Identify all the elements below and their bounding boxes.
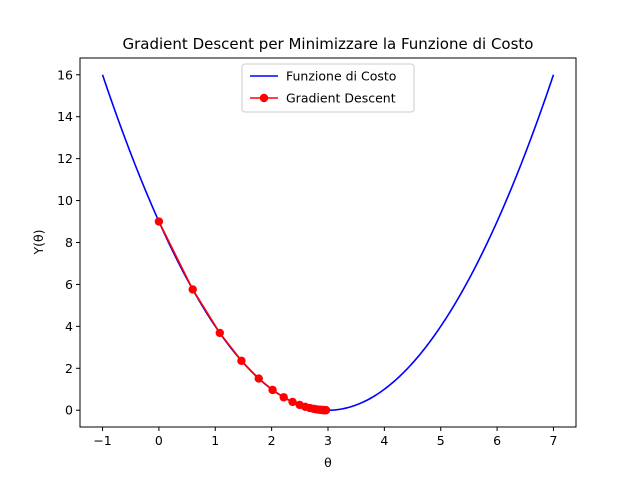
x-tick-label: 6 <box>493 433 501 448</box>
gradient-descent-point <box>237 356 246 365</box>
gradient-descent-point <box>154 217 164 226</box>
gradient-descent-point <box>188 285 197 294</box>
gradient-descent-point <box>215 328 224 338</box>
plot-frame <box>79 57 577 428</box>
y-tick-label: 14 <box>57 109 73 124</box>
legend-label: Gradient Descent <box>286 91 396 106</box>
x-tick-label: 0 <box>155 433 163 448</box>
y-axis-label: Y(θ) <box>31 229 46 255</box>
legend-box <box>241 63 415 113</box>
y-tick-label: 12 <box>57 151 73 166</box>
y-tick-label: 0 <box>65 403 73 418</box>
x-tick-label: 5 <box>437 433 445 448</box>
legend-marker <box>259 93 269 103</box>
gradient-descent-point <box>321 406 331 415</box>
x-tick-label: 4 <box>380 433 388 448</box>
gradient-descent-point <box>288 397 297 407</box>
y-tick-label: 10 <box>57 193 73 208</box>
gradient-descent-point <box>254 374 263 383</box>
x-tick-label: 2 <box>268 433 276 448</box>
x-tick-label: 1 <box>211 433 219 448</box>
y-tick-label: 16 <box>57 67 73 82</box>
x-axis-label: θ <box>324 455 332 470</box>
x-tick-label: −1 <box>93 433 111 448</box>
x-tick-label: 7 <box>549 433 557 448</box>
y-tick-label: 6 <box>65 277 73 292</box>
y-tick-label: 4 <box>65 319 73 334</box>
x-tick-label: 3 <box>324 433 332 448</box>
y-tick-label: 2 <box>65 361 73 376</box>
gradient-descent-point <box>279 393 288 402</box>
gradient-descent-point <box>268 385 277 395</box>
legend-label: Funzione di Costo <box>286 69 396 84</box>
chart-title: Gradient Descent per Minimizzare la Funz… <box>123 35 534 53</box>
legend: Funzione di Costo Gradient Descent <box>241 63 415 113</box>
y-tick-label: 8 <box>65 235 73 250</box>
